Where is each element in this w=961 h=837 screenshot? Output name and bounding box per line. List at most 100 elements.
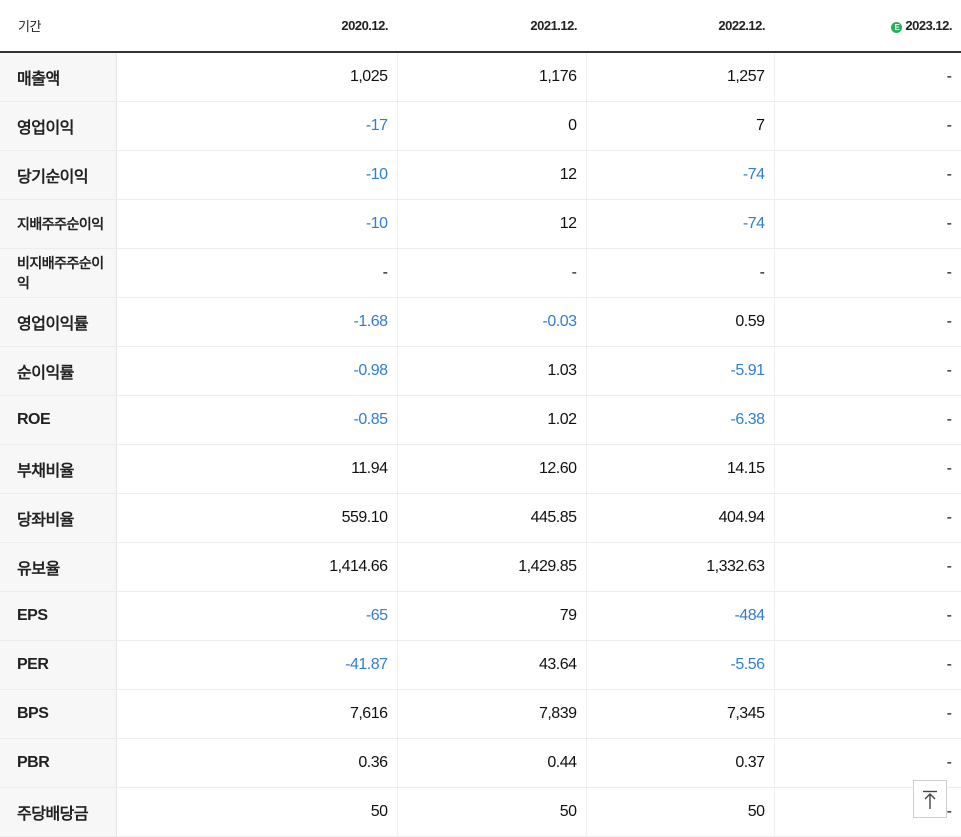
table-cell: 0.37 xyxy=(586,738,775,788)
table-cell: 1,429.85 xyxy=(397,542,587,592)
table-row: BPS 7,616 7,839 7,345- xyxy=(0,689,961,739)
table-cell: 1.03 xyxy=(397,346,587,396)
table-cell: - xyxy=(774,738,961,788)
table-cell: - xyxy=(774,493,961,543)
period-header: 2021.12. xyxy=(397,0,586,53)
table-cell: 14.15 xyxy=(586,444,775,494)
period-header-label: 기간 xyxy=(0,0,116,53)
table-cell: 12.60 xyxy=(397,444,587,494)
row-label: 주당배당금 xyxy=(0,787,117,837)
table-cell: 12 xyxy=(397,150,587,200)
table-cell: 79 xyxy=(397,591,587,641)
row-label: 영업이익률 xyxy=(0,297,117,347)
table-cell: 1.02 xyxy=(397,395,587,445)
table-row: PBR 0.36 0.44 0.37- xyxy=(0,738,961,788)
table-row: ROE -0.85 1.02 -6.38- xyxy=(0,395,961,445)
table-cell: 1,414.66 xyxy=(116,542,398,592)
table-row: 비지배주주순이익 - - - - xyxy=(0,248,961,298)
row-label: 비지배주주순이익 xyxy=(0,248,117,298)
table-cell: -74 xyxy=(586,150,775,200)
table-row: 유보율 1,414.66 1,429.85 1,332.63- xyxy=(0,542,961,592)
row-label: 유보율 xyxy=(0,542,117,592)
table-cell: 0 xyxy=(397,101,587,151)
row-label: 당좌비율 xyxy=(0,493,117,543)
table-cell: - xyxy=(774,297,961,347)
table-cell: - xyxy=(774,199,961,249)
table-cell: 404.94 xyxy=(586,493,775,543)
table-cell: - xyxy=(774,248,961,298)
row-label: 매출액 xyxy=(0,52,117,102)
table-cell: - xyxy=(116,248,398,298)
period-header-estimate: E 2023.12. xyxy=(774,0,961,53)
table-cell: -0.98 xyxy=(116,346,398,396)
table-cell: 445.85 xyxy=(397,493,587,543)
table-cell: 1,176 xyxy=(397,52,587,102)
row-label: 지배주주순이익 xyxy=(0,199,117,249)
table-cell: 50 xyxy=(586,787,775,837)
table-cell: - xyxy=(774,542,961,592)
table-cell: -10 xyxy=(116,199,398,249)
row-label: 당기순이익 xyxy=(0,150,117,200)
table-cell: 7,839 xyxy=(397,689,587,739)
table-cell: - xyxy=(774,444,961,494)
period-header-label: 2023.12. xyxy=(905,18,952,33)
row-label: BPS xyxy=(0,689,117,739)
table-cell: -5.91 xyxy=(586,346,775,396)
table-cell: - xyxy=(774,689,961,739)
table-cell: - xyxy=(774,150,961,200)
table-cell: 43.64 xyxy=(397,640,587,690)
row-label: 순이익률 xyxy=(0,346,117,396)
row-label: 영업이익 xyxy=(0,101,117,151)
table-row: 주당배당금 50 50 50- xyxy=(0,787,961,837)
table-cell: - xyxy=(774,395,961,445)
table-cell: -6.38 xyxy=(586,395,775,445)
table-row: 당기순이익 -10 12 -74- xyxy=(0,150,961,200)
table-cell: 7,616 xyxy=(116,689,398,739)
table-row: 영업이익률 -1.68 -0.03 0.59- xyxy=(0,297,961,347)
table-cell: 1,025 xyxy=(116,52,398,102)
estimate-badge-icon: E xyxy=(891,22,903,33)
table-row: 매출액 1,025 1,176 1,257- xyxy=(0,52,961,102)
table-cell: - xyxy=(774,640,961,690)
row-label: PBR xyxy=(0,738,117,788)
table-cell: - xyxy=(586,248,775,298)
table-cell: 7,345 xyxy=(586,689,775,739)
table-cell: 1,332.63 xyxy=(586,542,775,592)
table-cell: - xyxy=(774,101,961,151)
table-cell: -17 xyxy=(116,101,398,151)
table-cell: -5.56 xyxy=(586,640,775,690)
table-cell: 0.59 xyxy=(586,297,775,347)
table-row: 부채비율 11.94 12.60 14.15- xyxy=(0,444,961,494)
table-cell: 559.10 xyxy=(116,493,398,543)
header-row: 기간 2020.12. 2021.12. 2022.12. E 2023.12. xyxy=(0,0,961,53)
table-cell: -65 xyxy=(116,591,398,641)
period-header: 2020.12. xyxy=(116,0,397,53)
table-cell: 12 xyxy=(397,199,587,249)
table-cell: -0.03 xyxy=(397,297,587,347)
table-cell: 0.36 xyxy=(116,738,398,788)
table-row: 순이익률 -0.98 1.03 -5.91- xyxy=(0,346,961,396)
table-cell: -10 xyxy=(116,150,398,200)
table-cell: -74 xyxy=(586,199,775,249)
period-header: 2022.12. xyxy=(586,0,774,53)
row-label: 부채비율 xyxy=(0,444,117,494)
table-cell: - xyxy=(774,591,961,641)
table-cell: 50 xyxy=(397,787,587,837)
table-cell: 11.94 xyxy=(116,444,398,494)
table-cell: 1,257 xyxy=(586,52,775,102)
table-cell: -41.87 xyxy=(116,640,398,690)
table-cell: - xyxy=(774,52,961,102)
table-cell: - xyxy=(774,346,961,396)
table-row: EPS -65 79 -484- xyxy=(0,591,961,641)
table-cell: - xyxy=(397,248,587,298)
row-label: PER xyxy=(0,640,117,690)
table-row: 지배주주순이익 -10 12 -74- xyxy=(0,199,961,249)
table-row: PER -41.87 43.64 -5.56- xyxy=(0,640,961,690)
row-label: ROE xyxy=(0,395,117,445)
scroll-to-top-button[interactable] xyxy=(913,780,947,818)
table-cell: 0.44 xyxy=(397,738,587,788)
table-cell: -484 xyxy=(586,591,775,641)
table-row: 영업이익 -17 0 7- xyxy=(0,101,961,151)
table-cell: -1.68 xyxy=(116,297,398,347)
